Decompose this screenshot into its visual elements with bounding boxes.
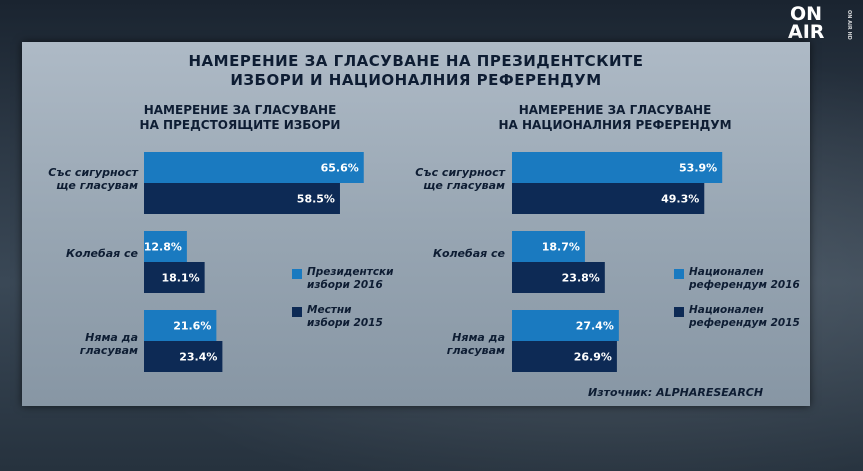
right-subtitle-line2: НА НАЦИОНАЛНИЯ РЕФЕРЕНДУМ xyxy=(498,118,732,132)
left-chart-subtitle: НАМЕРЕНИЕ ЗА ГЛАСУВАНЕ НА ПРЕДСТОЯЩИТЕ И… xyxy=(110,103,370,133)
right-cat1-line2: ще гласувам xyxy=(423,179,505,192)
left-cat1-line1: Със сигурност xyxy=(48,166,138,179)
left-cat2-line1: Колебая се xyxy=(65,247,138,260)
bar-label-right-s1-c2: 18.7% xyxy=(542,241,580,254)
bar-right-s1-c2 xyxy=(512,231,585,262)
chart-title-line2: ИЗБОРИ И НАЦИОНАЛНИЯ РЕФЕРЕНДУМ xyxy=(230,71,602,89)
right-subtitle-line1: НАМЕРЕНИЕ ЗА ГЛАСУВАНЕ xyxy=(518,103,712,117)
legend-item-right-1: Национален референдум 2016 xyxy=(689,266,800,292)
bar-left-s1-c2 xyxy=(144,231,187,262)
bar-label-right-s1-c3: 27.4% xyxy=(576,320,614,333)
left-category-label-1: Със сигурност ще гласувам xyxy=(32,166,138,192)
bar-label-left-s1-c3: 21.6% xyxy=(173,320,211,333)
legend-swatch-left-2 xyxy=(292,307,302,317)
bar-label-left-s1-c1: 65.6% xyxy=(321,162,359,175)
channel-logo: ON AIR ON AIR HD xyxy=(786,4,856,44)
right-chart-subtitle: НАМЕРЕНИЕ ЗА ГЛАСУВАНЕ НА НАЦИОНАЛНИЯ РЕ… xyxy=(480,103,750,133)
bar-label-left-s2-c3: 23.4% xyxy=(179,351,217,364)
right-cat3-line2: гласувам xyxy=(446,344,505,357)
legend-item-right-2: Национален референдум 2015 xyxy=(689,304,800,330)
bar-right-s1-c3 xyxy=(512,310,619,341)
bar-label-right-s1-c1: 53.9% xyxy=(679,162,717,175)
legend-left-2-line1: Местни xyxy=(307,304,352,316)
right-cat2-line1: Колебая се xyxy=(432,247,505,260)
bar-left-s2-c2 xyxy=(144,262,205,293)
legend-right-1-line2: референдум 2016 xyxy=(689,279,800,291)
left-category-label-2: Колебая се xyxy=(32,247,138,260)
legend-swatch-right-1 xyxy=(674,269,684,279)
legend-right-2-line1: Национален xyxy=(689,304,764,316)
legend-swatch-left-1 xyxy=(292,269,302,279)
bar-label-left-s1-c2: 12.8% xyxy=(144,241,182,254)
chart-panel: НАМЕРЕНИЕ ЗА ГЛАСУВАНЕ НА ПРЕЗИДЕНТСКИТЕ… xyxy=(22,42,810,406)
right-category-label-3: Няма да гласувам xyxy=(397,331,505,357)
chart-title-line1: НАМЕРЕНИЕ ЗА ГЛАСУВАНЕ НА ПРЕЗИДЕНТСКИТЕ xyxy=(188,52,644,70)
legend-swatch-right-2 xyxy=(674,307,684,317)
left-cat1-line2: ще гласувам xyxy=(56,179,138,192)
left-category-label-3: Няма да гласувам xyxy=(32,331,138,357)
left-subtitle-line2: НА ПРЕДСТОЯЩИТЕ ИЗБОРИ xyxy=(139,118,341,132)
legend-left-1-line2: избори 2016 xyxy=(307,279,383,291)
bar-left-s1-c3 xyxy=(144,310,217,341)
bar-right-s1-c1 xyxy=(512,152,723,183)
legend-right-2-line2: референдум 2015 xyxy=(689,317,800,329)
bar-right-s2-c3 xyxy=(512,341,617,372)
legend-right-1-line1: Национален xyxy=(689,266,764,278)
logo-small-text: ON AIR HD xyxy=(846,10,852,40)
bar-label-left-s2-c2: 18.1% xyxy=(161,272,199,285)
bar-left-s2-c3 xyxy=(144,341,223,372)
bar-label-right-s2-c3: 26.9% xyxy=(574,351,612,364)
legend-left-2-line2: избори 2015 xyxy=(307,317,383,329)
bar-label-right-s2-c1: 49.3% xyxy=(661,193,699,206)
legend-left-1-line1: Президентски xyxy=(307,266,394,278)
bar-label-right-s2-c2: 23.8% xyxy=(562,272,600,285)
bar-chart-svg: 65.6% 12.8% 21.6% 58.5% 18.1% 23.4% 53.9% 18.7%… xyxy=(144,152,723,372)
bar-right-s2-c2 xyxy=(512,262,605,293)
right-cat3-line1: Няма да xyxy=(452,331,505,344)
bar-label-left-s2-c1: 58.5% xyxy=(297,193,335,206)
logo-line2: AIR xyxy=(788,21,825,43)
logo-line1: ON xyxy=(790,3,823,25)
legend-item-left-1: Президентски избори 2016 xyxy=(307,266,394,292)
right-category-label-2: Колебая се xyxy=(397,247,505,260)
left-subtitle-line1: НАМЕРЕНИЕ ЗА ГЛАСУВАНЕ xyxy=(143,103,337,117)
left-cat3-line2: гласувам xyxy=(79,344,138,357)
bar-left-s2-c1 xyxy=(144,183,340,214)
legend-item-left-2: Местни избори 2015 xyxy=(307,304,383,330)
right-cat1-line1: Със сигурност xyxy=(415,166,505,179)
bar-right-s2-c1 xyxy=(512,183,705,214)
right-category-label-1: Със сигурност ще гласувам xyxy=(397,166,505,192)
source-text: Източник: ALPHARESEARCH xyxy=(588,386,764,399)
left-cat3-line1: Няма да xyxy=(85,331,138,344)
bar-left-s1-c1 xyxy=(144,152,364,183)
